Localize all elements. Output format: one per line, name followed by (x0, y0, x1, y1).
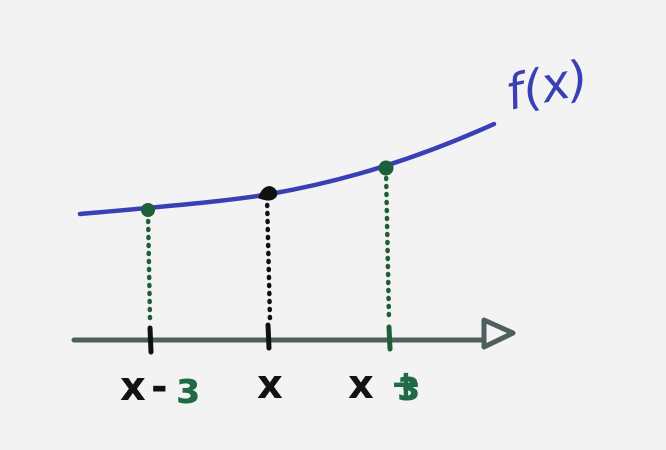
point-x (258, 186, 278, 201)
tick-right (386, 324, 393, 352)
label-x-right: x (348, 362, 374, 408)
label-x-middle: x (257, 362, 283, 408)
guide-line-middle (264, 194, 273, 323)
x-axis-arrowhead (481, 317, 516, 350)
guide-line-left (145, 210, 153, 321)
label-plus-sign: + (390, 362, 422, 406)
tick-left (147, 325, 154, 355)
label-epsilon-left: ε (176, 363, 201, 414)
label-epsilon-right: ε (397, 361, 420, 410)
label-minus-sign: - (151, 364, 168, 410)
tick-middle (265, 322, 272, 351)
label-x-left: x (120, 364, 146, 410)
guide-line-right (383, 167, 392, 323)
point-x-plus-epsilon (378, 160, 394, 176)
point-x-minus-epsilon (141, 203, 155, 217)
